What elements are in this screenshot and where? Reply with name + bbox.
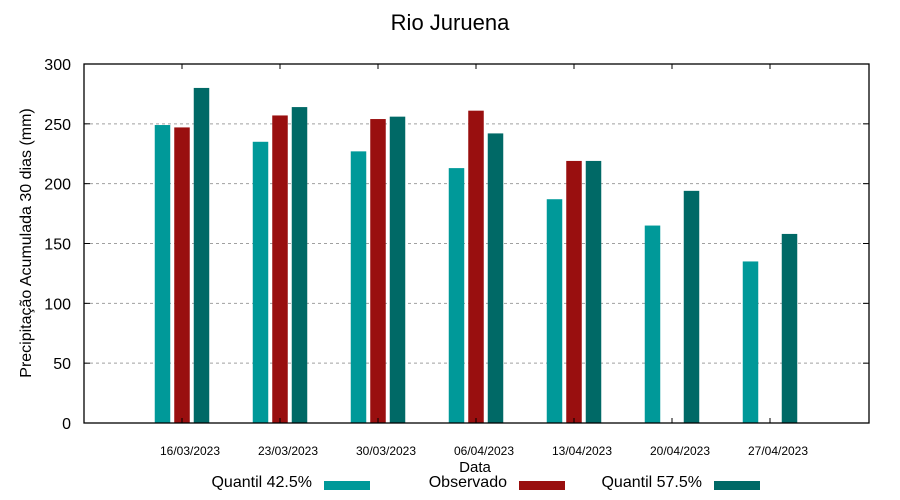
x-tick-label: 06/04/2023 bbox=[454, 444, 514, 458]
legend-label: Observado bbox=[428, 474, 507, 491]
legend-swatch bbox=[324, 481, 370, 490]
bar bbox=[174, 127, 190, 423]
chart-title: Rio Juruena bbox=[390, 10, 510, 35]
x-tick-label: 23/03/2023 bbox=[258, 444, 318, 458]
legend-swatch bbox=[519, 481, 565, 490]
bar bbox=[644, 225, 661, 423]
legend-swatch bbox=[714, 481, 760, 490]
bar bbox=[683, 190, 700, 423]
legend-label: Quantil 42.5% bbox=[211, 474, 312, 491]
x-tick-label: 30/03/2023 bbox=[356, 444, 416, 458]
bar bbox=[585, 160, 602, 423]
legend: Quantil 42.5% Observado Quantil 57.5% bbox=[0, 474, 900, 498]
x-axis-label: Data bbox=[459, 459, 491, 476]
bar bbox=[781, 233, 798, 423]
y-tick-label: 300 bbox=[44, 57, 71, 74]
x-tick-label: 27/04/2023 bbox=[748, 444, 808, 458]
bar bbox=[389, 116, 406, 424]
bar bbox=[154, 125, 171, 423]
bar bbox=[252, 141, 269, 424]
bar bbox=[546, 199, 563, 423]
bar bbox=[370, 119, 386, 424]
bar bbox=[566, 160, 582, 423]
legend-item-observado: Observado bbox=[0, 474, 565, 494]
bar bbox=[272, 115, 288, 423]
y-tick-label: 200 bbox=[44, 177, 71, 194]
bar bbox=[487, 133, 504, 423]
bar bbox=[742, 261, 759, 423]
bar bbox=[468, 110, 484, 424]
x-tick-label: 20/04/2023 bbox=[650, 444, 710, 458]
y-tick-label: 0 bbox=[62, 416, 71, 433]
legend-item-quantil-57-5: Quantil 57.5% bbox=[0, 474, 760, 494]
x-axis-ticks: 16/03/2023 23/03/2023 30/03/2023 06/04/2023… bbox=[160, 64, 808, 458]
x-tick-label: 13/04/2023 bbox=[552, 444, 612, 458]
y-tick-label: 50 bbox=[53, 356, 71, 373]
bar bbox=[193, 87, 210, 423]
legend-item-quantil-42-5: Quantil 42.5% bbox=[0, 474, 370, 494]
y-tick-label: 250 bbox=[44, 117, 71, 134]
bar bbox=[350, 151, 367, 423]
x-tick-label: 16/03/2023 bbox=[160, 444, 220, 458]
legend-label: Quantil 57.5% bbox=[601, 474, 702, 491]
bars bbox=[154, 87, 798, 424]
bar bbox=[448, 168, 465, 423]
y-axis-ticks: 0 50 100 150 200 250 300 bbox=[44, 57, 869, 433]
y-tick-label: 100 bbox=[44, 296, 71, 313]
y-tick-label: 150 bbox=[44, 237, 71, 254]
bar bbox=[291, 107, 308, 423]
